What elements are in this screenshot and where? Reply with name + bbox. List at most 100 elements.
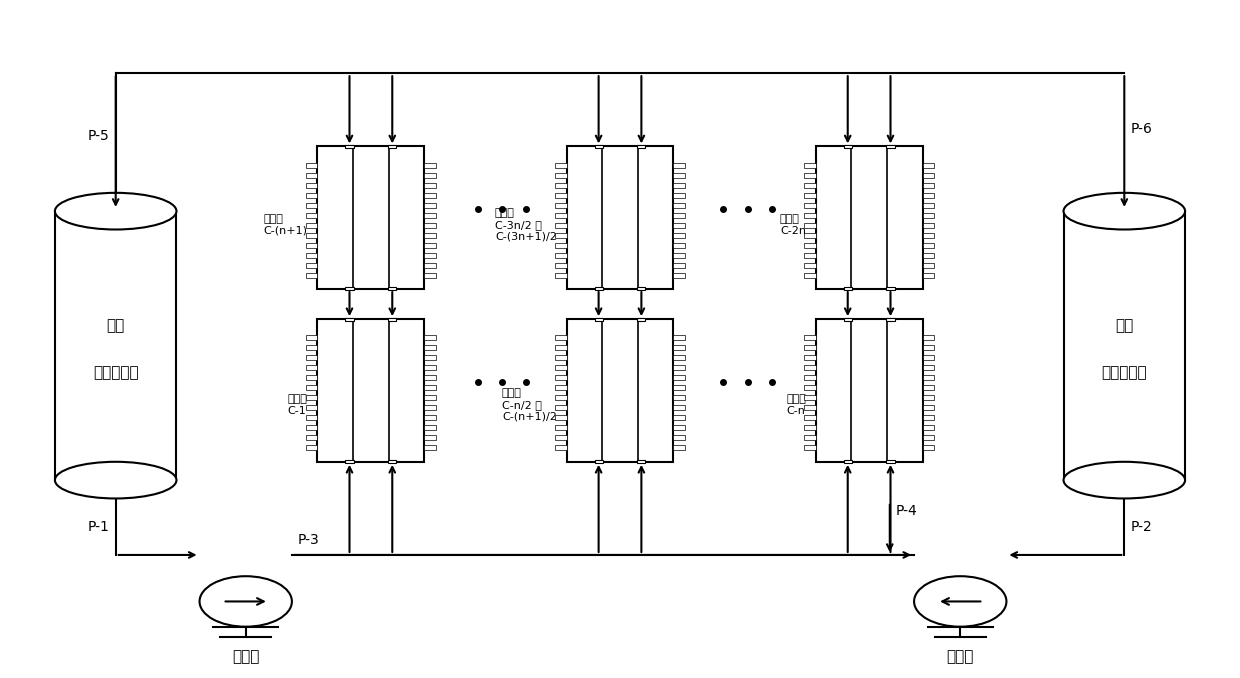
Bar: [887, 460, 894, 463]
Bar: [305, 233, 317, 238]
Bar: [305, 173, 317, 178]
Bar: [804, 395, 816, 401]
Bar: [554, 435, 567, 441]
Bar: [673, 163, 686, 167]
Bar: [923, 435, 935, 441]
Bar: [554, 173, 567, 178]
Bar: [923, 336, 935, 340]
Text: 电池堆
C-3n/2 或
C-(3n+1)/2: 电池堆 C-3n/2 或 C-(3n+1)/2: [495, 208, 557, 241]
Bar: [804, 213, 816, 218]
Circle shape: [914, 576, 1007, 626]
Bar: [923, 183, 935, 188]
Bar: [923, 163, 935, 167]
Bar: [804, 376, 816, 380]
Bar: [923, 395, 935, 401]
Bar: [673, 405, 686, 410]
Bar: [923, 445, 935, 450]
Bar: [887, 287, 894, 290]
Bar: [673, 395, 686, 401]
Text: 电池堆
C-n/2 或
C-(n+1)/2: 电池堆 C-n/2 或 C-(n+1)/2: [502, 388, 557, 422]
Bar: [388, 318, 397, 321]
Bar: [424, 395, 436, 401]
Bar: [804, 183, 816, 188]
Bar: [554, 223, 567, 228]
Bar: [424, 405, 436, 410]
Bar: [673, 253, 686, 258]
Bar: [673, 386, 686, 391]
Text: 电池堆
C-1: 电池堆 C-1: [288, 394, 308, 416]
Bar: [55, 211, 176, 480]
Bar: [554, 445, 567, 450]
Circle shape: [200, 576, 291, 626]
Bar: [673, 193, 686, 198]
Ellipse shape: [1064, 462, 1185, 498]
Bar: [843, 287, 852, 290]
Bar: [554, 243, 567, 247]
Bar: [554, 213, 567, 218]
Text: 负极: 负极: [107, 318, 125, 333]
Bar: [554, 365, 567, 370]
Bar: [804, 203, 816, 207]
Bar: [804, 435, 816, 441]
Bar: [567, 319, 673, 462]
Bar: [804, 263, 816, 268]
Text: 电解液储罐: 电解液储罐: [93, 365, 139, 380]
Bar: [554, 233, 567, 238]
Bar: [424, 273, 436, 278]
Bar: [424, 336, 436, 340]
Bar: [424, 233, 436, 238]
Bar: [424, 253, 436, 258]
Bar: [388, 287, 397, 290]
Bar: [424, 355, 436, 361]
Ellipse shape: [55, 193, 176, 229]
Bar: [554, 355, 567, 361]
Bar: [804, 173, 816, 178]
Bar: [673, 223, 686, 228]
Bar: [673, 263, 686, 268]
Text: 电解液储罐: 电解液储罐: [1101, 365, 1147, 380]
Bar: [923, 213, 935, 218]
Bar: [424, 173, 436, 178]
Bar: [804, 346, 816, 351]
Text: 正极: 正极: [1115, 318, 1133, 333]
Bar: [424, 376, 436, 380]
Bar: [923, 223, 935, 228]
Bar: [346, 318, 353, 321]
Bar: [804, 223, 816, 228]
Bar: [305, 336, 317, 340]
Bar: [388, 460, 397, 463]
Bar: [923, 173, 935, 178]
Bar: [554, 426, 567, 431]
Bar: [804, 233, 816, 238]
Bar: [804, 193, 816, 198]
Bar: [554, 193, 567, 198]
Bar: [673, 365, 686, 370]
Bar: [673, 445, 686, 450]
Text: P-4: P-4: [895, 504, 918, 519]
Bar: [804, 253, 816, 258]
Ellipse shape: [55, 462, 176, 498]
Bar: [305, 273, 317, 278]
Bar: [305, 253, 317, 258]
Bar: [637, 318, 645, 321]
Bar: [305, 193, 317, 198]
Bar: [804, 365, 816, 370]
Bar: [673, 183, 686, 188]
Bar: [637, 287, 645, 290]
Bar: [673, 426, 686, 431]
Bar: [305, 376, 317, 380]
Bar: [804, 243, 816, 247]
Bar: [305, 395, 317, 401]
Bar: [673, 243, 686, 247]
Bar: [637, 460, 645, 463]
Bar: [923, 365, 935, 370]
Bar: [816, 146, 923, 289]
Bar: [887, 318, 894, 321]
Bar: [554, 273, 567, 278]
Bar: [673, 435, 686, 441]
Bar: [673, 203, 686, 207]
Bar: [804, 445, 816, 450]
Bar: [424, 193, 436, 198]
Bar: [424, 445, 436, 450]
Bar: [673, 336, 686, 340]
